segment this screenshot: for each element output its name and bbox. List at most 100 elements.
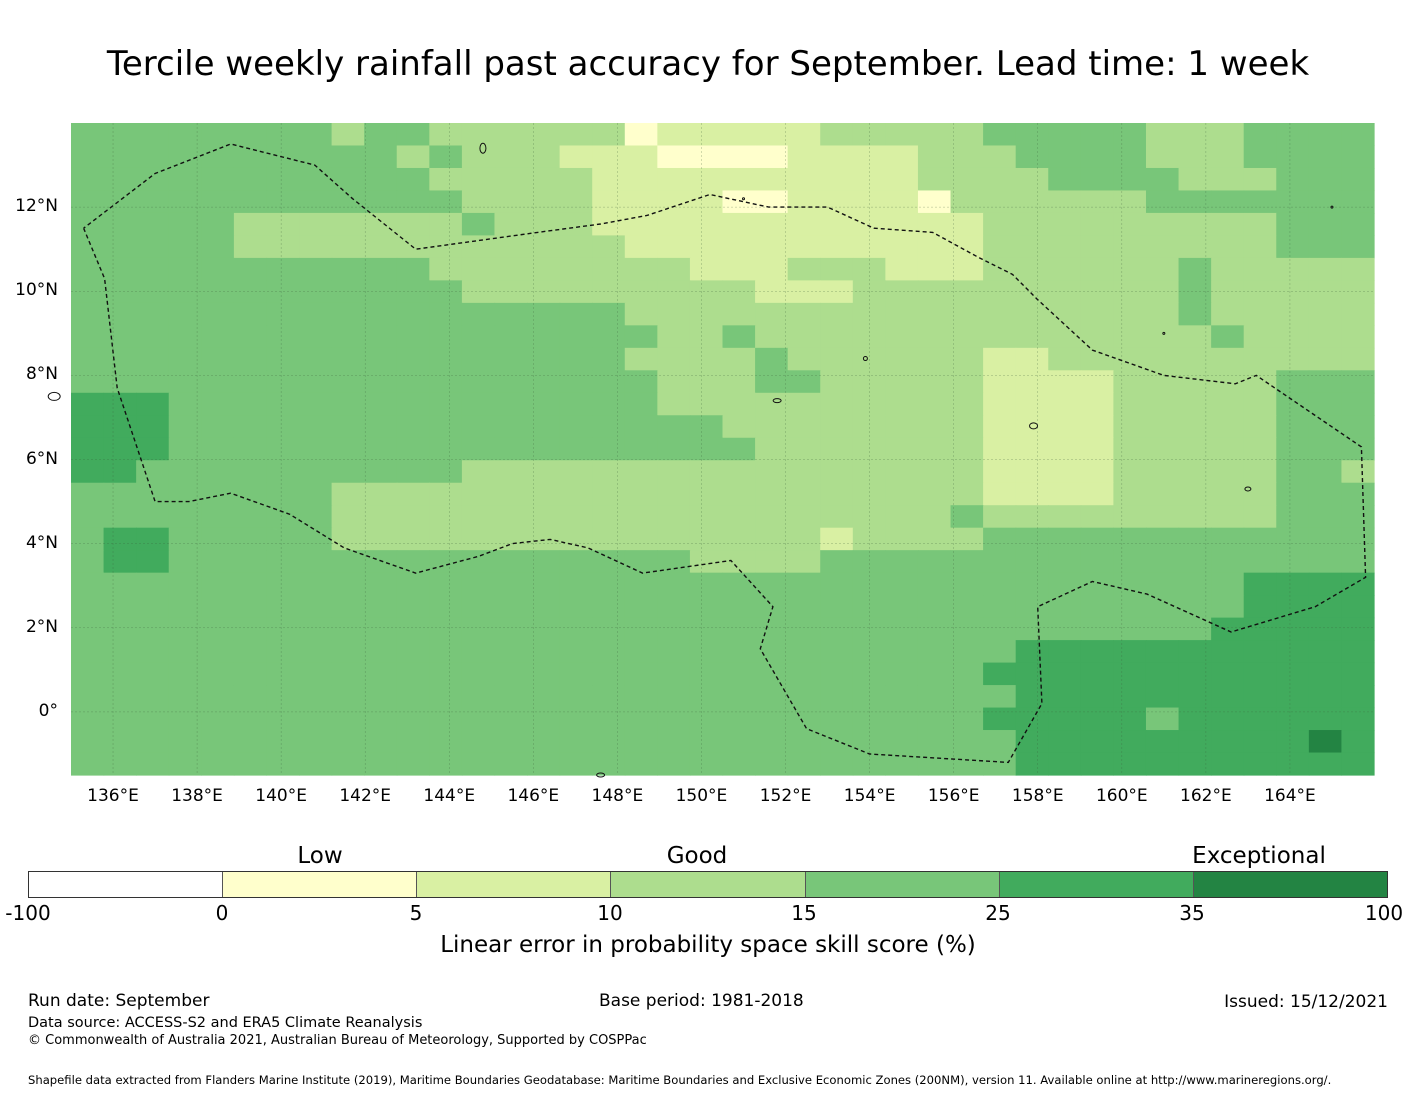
heatmap-cell — [1341, 257, 1375, 281]
heatmap-cell — [1211, 235, 1245, 259]
heatmap-cell — [168, 123, 202, 147]
heatmap-cell — [1308, 730, 1343, 754]
heatmap-cell — [1080, 730, 1115, 754]
heatmap-cell — [1243, 527, 1277, 551]
heatmap-cell — [1015, 685, 1049, 709]
heatmap-cell — [1048, 640, 1082, 664]
heatmap-cell — [885, 302, 919, 326]
heatmap-cell — [396, 595, 430, 619]
heatmap-cell — [527, 505, 561, 529]
heatmap-cell — [917, 617, 952, 641]
heatmap-cell — [820, 212, 854, 237]
heatmap-cell — [592, 527, 626, 551]
heatmap-cell — [1211, 460, 1245, 484]
heatmap-cell — [71, 302, 105, 326]
chart-title: Tercile weekly rainfall past accuracy fo… — [106, 44, 1310, 84]
heatmap-cell — [71, 190, 105, 214]
colorbar-bound-label: 100 — [1364, 901, 1404, 925]
heatmap-cell — [885, 595, 919, 619]
heatmap-cell — [624, 167, 658, 192]
heatmap-cell — [1080, 595, 1115, 619]
heatmap-cell — [429, 572, 463, 596]
x-tick-label: 140°E — [255, 786, 307, 806]
heatmap-cell — [1015, 550, 1049, 574]
heatmap-cell — [1211, 257, 1245, 281]
heatmap-cell — [136, 123, 170, 147]
heatmap-cell — [396, 347, 430, 371]
heatmap-cell — [852, 347, 886, 371]
heatmap-cell — [1308, 212, 1343, 237]
heatmap-cell — [624, 460, 658, 484]
heatmap-cell — [396, 370, 430, 394]
heatmap-cell — [364, 685, 398, 709]
heatmap-cell — [755, 280, 789, 304]
heatmap-cell — [722, 392, 756, 416]
heatmap-cell — [689, 685, 724, 709]
heatmap-cell — [1145, 527, 1180, 551]
heatmap-cell — [950, 415, 984, 439]
heatmap-cell — [852, 257, 886, 281]
y-tick-label: 0° — [38, 700, 58, 721]
heatmap-cell — [461, 212, 496, 237]
heatmap-cell — [233, 167, 268, 192]
heatmap-cell — [1048, 662, 1082, 686]
heatmap-cell — [396, 685, 430, 709]
heatmap-cell — [461, 572, 496, 596]
heatmap-cell — [1243, 212, 1277, 237]
heatmap-cell — [364, 550, 398, 574]
heatmap-cell — [1113, 595, 1147, 619]
heatmap-cell — [1243, 572, 1277, 596]
heatmap-cell — [592, 123, 626, 147]
heatmap-cell — [592, 347, 626, 371]
heatmap-cell — [755, 370, 789, 394]
heatmap-cell — [820, 347, 854, 371]
heatmap-cell — [1243, 302, 1277, 326]
heatmap-cell — [722, 123, 756, 147]
colorbar-bound-label: -100 — [5, 901, 51, 925]
heatmap-cell — [689, 167, 724, 192]
heatmap-cell — [1048, 527, 1082, 551]
heatmap-cell — [885, 325, 919, 349]
heatmap-cell — [1080, 550, 1115, 574]
heatmap-cell — [201, 662, 235, 686]
heatmap-cell — [1211, 595, 1245, 619]
heatmap-cell — [787, 167, 821, 192]
heatmap-cell — [201, 437, 235, 461]
heatmap-cell — [592, 640, 626, 664]
heatmap-cell — [1211, 123, 1245, 147]
heatmap-cell — [592, 302, 626, 326]
heatmap-cell — [136, 167, 170, 192]
heatmap-cell — [168, 685, 202, 709]
heatmap-cell — [1015, 640, 1049, 664]
heatmap-cell — [885, 123, 919, 147]
heatmap-cell — [1080, 167, 1115, 192]
heatmap-cell — [1276, 617, 1310, 641]
heatmap-cell — [1211, 392, 1245, 416]
heatmap-cell — [168, 482, 202, 506]
heatmap-cell — [592, 505, 626, 529]
heatmap-cell — [983, 347, 1017, 371]
heatmap-cell — [1113, 505, 1147, 529]
heatmap-cell — [1243, 505, 1277, 529]
heatmap-cell — [755, 325, 789, 349]
heatmap-cell — [103, 235, 137, 259]
heatmap-cell — [494, 302, 528, 326]
heatmap-cell — [494, 347, 528, 371]
y-tick-label: 8°N — [25, 364, 58, 385]
heatmap-cell — [885, 415, 919, 439]
heatmap-cell — [494, 527, 528, 551]
heatmap-cell — [1308, 257, 1343, 281]
heatmap-cell — [820, 415, 854, 439]
heatmap-cell — [494, 595, 528, 619]
heatmap-cell — [364, 505, 398, 529]
heatmap-cell — [1276, 190, 1310, 214]
heatmap-cell — [1178, 415, 1212, 439]
heatmap-cell — [103, 617, 137, 641]
heatmap-cell — [1080, 640, 1115, 664]
heatmap-cell — [1243, 617, 1277, 641]
heatmap-cell — [1178, 280, 1212, 304]
heatmap-cell — [136, 145, 170, 169]
heatmap-cell — [559, 370, 593, 394]
heatmap-cell — [1308, 392, 1343, 416]
heatmap-cell — [396, 550, 430, 574]
